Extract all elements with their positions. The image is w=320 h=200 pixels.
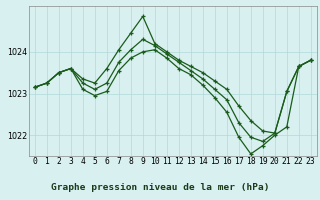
Text: Graphe pression niveau de la mer (hPa): Graphe pression niveau de la mer (hPa) [51,183,269,192]
